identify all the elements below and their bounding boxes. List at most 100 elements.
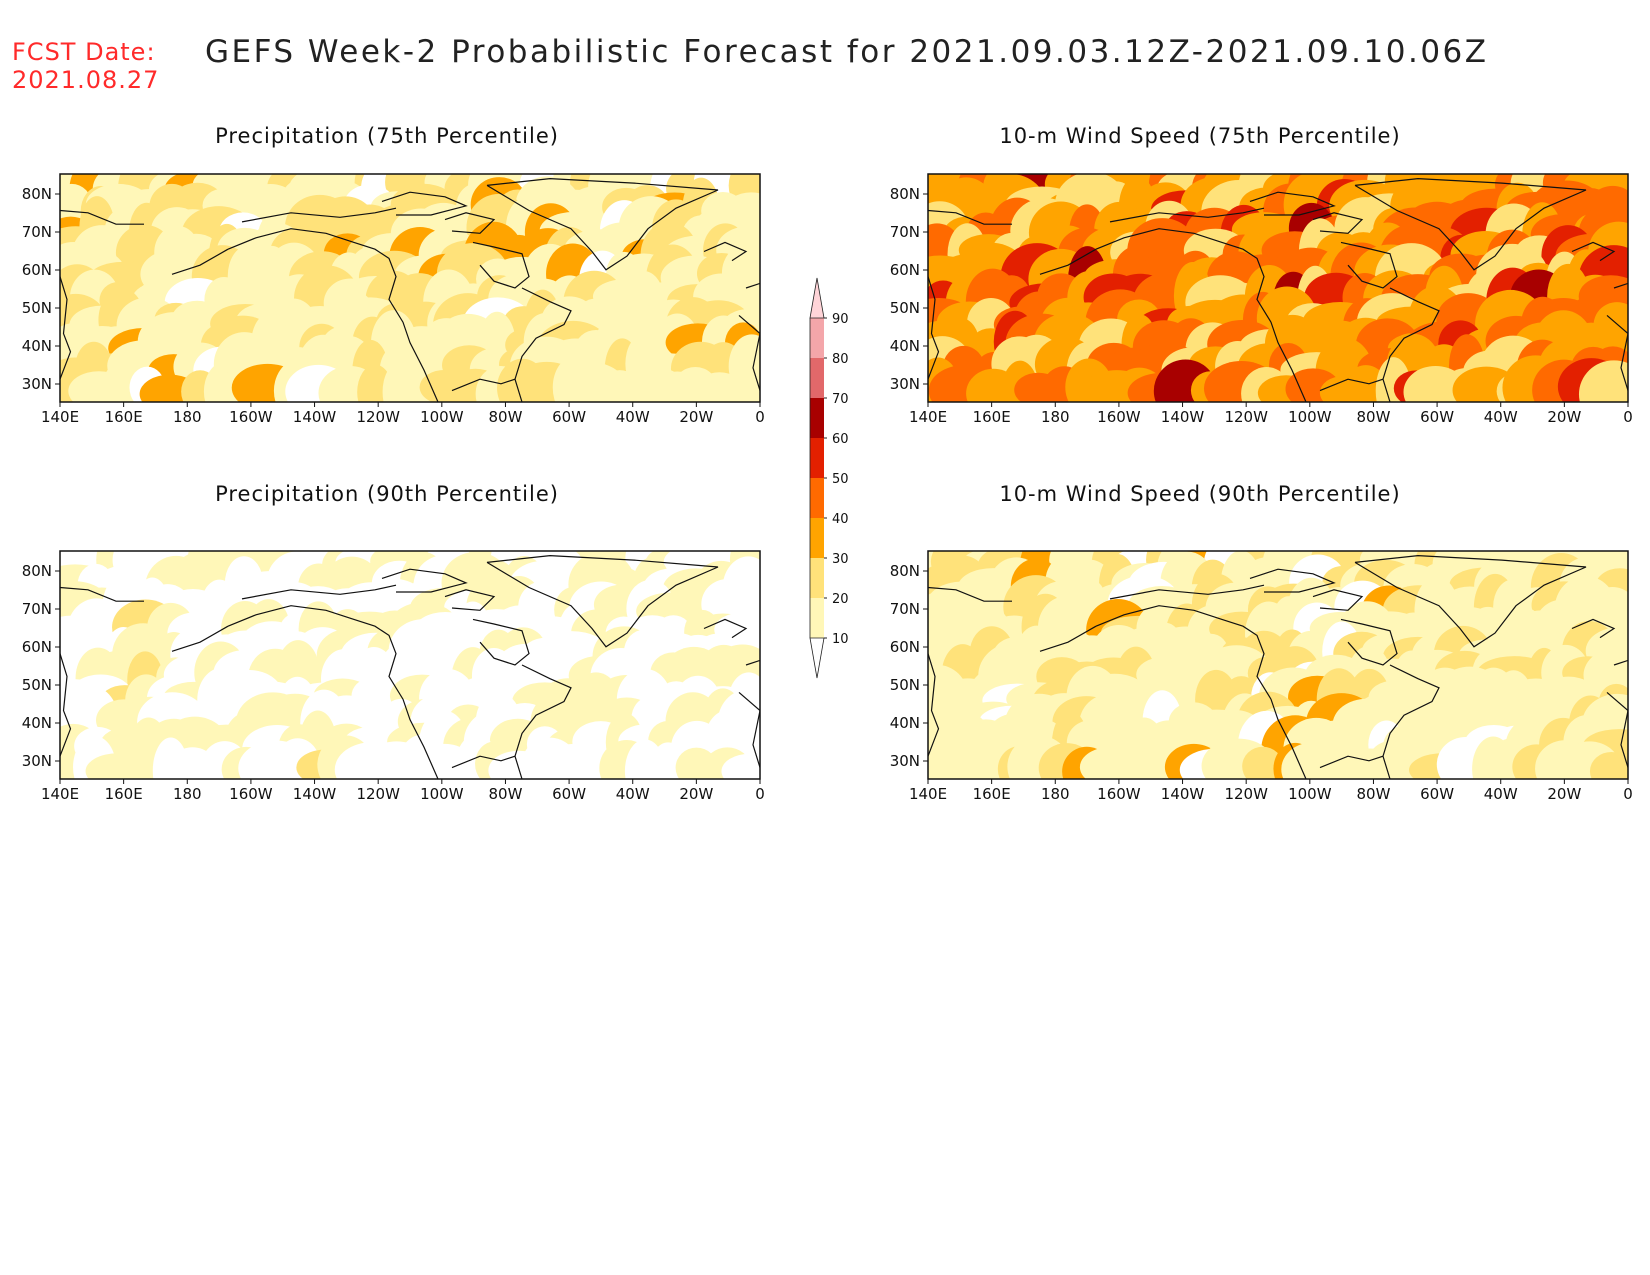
coastline	[1095, 605, 1307, 779]
lon-label: 160W	[229, 785, 273, 803]
coastline	[381, 191, 468, 216]
coastline	[241, 207, 397, 223]
panel-title-wind-75: 10-m Wind Speed (75th Percentile)	[999, 124, 1401, 148]
coastline	[703, 241, 748, 262]
colorbar-label: 50	[832, 472, 849, 487]
coastline	[472, 618, 530, 666]
coastline	[1354, 554, 1587, 648]
colorbar-label: 20	[832, 592, 849, 607]
coastline	[1382, 664, 1440, 779]
lat-label: 30N	[22, 375, 52, 393]
coastlines	[60, 554, 760, 779]
lon-label: 80W	[1356, 785, 1390, 803]
map-panel-3	[928, 551, 1628, 779]
colorbar-label: 60	[832, 432, 849, 447]
lon-label: 80W	[488, 785, 522, 803]
coastline	[1571, 618, 1616, 639]
coastline	[1571, 241, 1616, 262]
lat-label: 50N	[890, 676, 920, 694]
lat-label: 80N	[22, 185, 52, 203]
forecast-date-value: 2021.08.27	[12, 66, 160, 94]
lat-label: 50N	[22, 299, 52, 317]
coastline	[738, 691, 760, 768]
colorbar-cell	[809, 637, 825, 679]
lon-label: 140W	[1161, 408, 1205, 426]
coastline	[1613, 659, 1628, 666]
coastline	[1249, 191, 1336, 216]
coastline	[1319, 755, 1384, 769]
lat-label: 80N	[890, 185, 920, 203]
coastline	[1319, 378, 1384, 392]
panel-title-wind-90: 10-m Wind Speed (90th Percentile)	[999, 482, 1401, 506]
coastline	[1039, 248, 1097, 275]
contour-blob	[1589, 751, 1628, 779]
lon-label: 40W	[616, 785, 650, 803]
map-frame	[59, 550, 761, 780]
lat-label: 30N	[890, 375, 920, 393]
contour-blob	[730, 362, 760, 402]
colorbar-label: 80	[832, 352, 849, 367]
coastlines	[928, 177, 1628, 402]
lat-label: 70N	[890, 600, 920, 618]
coastline	[60, 276, 72, 380]
lon-label: 20W	[1547, 785, 1581, 803]
colorbar-cell	[810, 318, 824, 358]
map-frame	[927, 550, 1629, 780]
coastline	[928, 276, 940, 380]
colorbar-label: 30	[832, 552, 849, 567]
colorbar-cell	[810, 478, 824, 518]
lon-label: 20W	[1547, 408, 1581, 426]
coastline	[171, 248, 229, 275]
lon-label: 180	[1041, 785, 1070, 803]
main-title: GEFS Week-2 Probabilistic Forecast for 2…	[205, 34, 1489, 70]
lon-label: 40W	[1484, 408, 1518, 426]
forecast-date-label: FCST Date:	[12, 38, 156, 66]
coastline	[928, 586, 1012, 602]
map-frame	[59, 173, 761, 403]
coastline	[1613, 282, 1628, 289]
lon-label: 120W	[1224, 408, 1268, 426]
lon-label: 180	[173, 785, 202, 803]
lat-label: 40N	[22, 337, 52, 355]
coastline	[227, 228, 439, 402]
coastline	[745, 659, 760, 666]
forecast-date-block: FCST Date: 2021.08.27	[12, 38, 159, 94]
lon-label: 140E	[909, 408, 947, 426]
coastline	[444, 589, 496, 611]
lon-label: 140W	[293, 785, 337, 803]
lon-label: 140W	[1161, 785, 1205, 803]
lon-label: 160W	[1097, 785, 1141, 803]
lat-label: 30N	[890, 752, 920, 770]
coastline	[60, 586, 144, 602]
lat-label: 80N	[22, 562, 52, 580]
colorbar-label: 40	[832, 512, 849, 527]
panel-title-precip-90: Precipitation (90th Percentile)	[215, 482, 559, 506]
coastline	[1606, 691, 1628, 768]
coastline	[1382, 287, 1440, 402]
colorbar-cell	[809, 277, 825, 319]
lat-label: 30N	[22, 752, 52, 770]
lon-label: 140W	[293, 408, 337, 426]
coastline	[1249, 568, 1336, 593]
coastlines	[60, 177, 760, 402]
lat-label: 60N	[890, 638, 920, 656]
coastline	[738, 314, 760, 391]
map-panel-1	[928, 174, 1628, 402]
lon-label: 100W	[420, 408, 464, 426]
coastline	[1039, 625, 1097, 652]
lon-label: 80W	[488, 408, 522, 426]
lon-label: 160E	[105, 408, 143, 426]
coastline	[1312, 212, 1364, 234]
colorbar-cell	[810, 398, 824, 438]
coastline	[1312, 589, 1364, 611]
colorbar-cell	[810, 358, 824, 398]
lat-label: 40N	[890, 714, 920, 732]
coastline	[514, 287, 572, 402]
map-panel-2	[60, 551, 760, 779]
lon-label: 40W	[1484, 785, 1518, 803]
lon-label: 100W	[420, 785, 464, 803]
colorbar-cell	[810, 558, 824, 598]
coastline	[1354, 177, 1587, 271]
coastline	[486, 177, 719, 271]
